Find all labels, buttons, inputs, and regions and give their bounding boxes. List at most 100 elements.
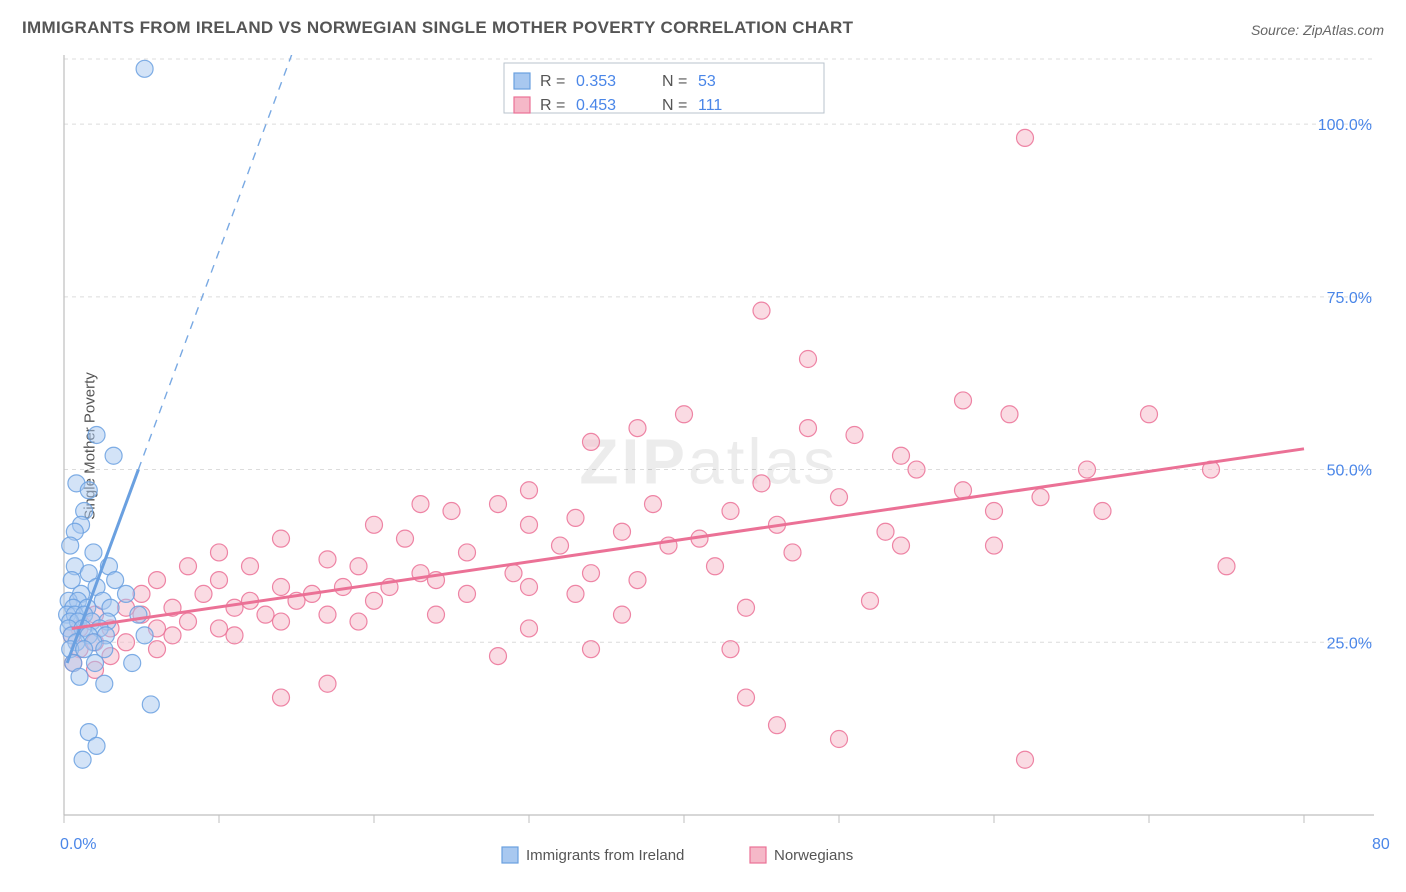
scatter-point [784, 544, 801, 561]
scatter-point [443, 503, 460, 520]
scatter-point [350, 558, 367, 575]
scatter-point [428, 606, 445, 623]
scatter-point [273, 579, 290, 596]
scatter-point [614, 523, 631, 540]
scatter-point [142, 696, 159, 713]
legend-swatch [502, 847, 518, 863]
scatter-point [88, 737, 105, 754]
scatter-point [552, 537, 569, 554]
scatter-point [211, 620, 228, 637]
svg-text:0.453: 0.453 [576, 97, 616, 114]
scatter-point [753, 302, 770, 319]
scatter-point [366, 516, 383, 533]
scatter-point [505, 565, 522, 582]
scatter-point [831, 731, 848, 748]
scatter-point [149, 572, 166, 589]
scatter-point [722, 503, 739, 520]
scatter-point [567, 509, 584, 526]
scatter-point [583, 641, 600, 658]
svg-text:100.0%: 100.0% [1318, 117, 1372, 134]
scatter-point [877, 523, 894, 540]
legend-label: Norwegians [774, 847, 853, 864]
scatter-point [846, 427, 863, 444]
scatter-point [211, 572, 228, 589]
svg-text:80.0%: 80.0% [1372, 836, 1390, 853]
scatter-point [118, 634, 135, 651]
scatter-point [908, 461, 925, 478]
scatter-point [180, 613, 197, 630]
scatter-point [521, 620, 538, 637]
scatter-point [1094, 503, 1111, 520]
scatter-point [738, 689, 755, 706]
scatter-point [71, 668, 88, 685]
scatter-point [80, 482, 97, 499]
scatter-point [136, 627, 153, 644]
scatter-point [676, 406, 693, 423]
scatter-point [397, 530, 414, 547]
scatter-point [1032, 489, 1049, 506]
legend-swatch [750, 847, 766, 863]
scatter-point [490, 648, 507, 665]
scatter-point [87, 655, 104, 672]
scatter-point [614, 606, 631, 623]
scatter-point [583, 565, 600, 582]
source-label: Source: ZipAtlas.com [1251, 22, 1384, 38]
scatter-point [350, 613, 367, 630]
scatter-point [149, 641, 166, 658]
scatter-point [118, 585, 135, 602]
scatter-point [1218, 558, 1235, 575]
scatter-point [74, 751, 91, 768]
scatter-point [567, 585, 584, 602]
scatter-point [105, 447, 122, 464]
svg-text:111: 111 [698, 97, 722, 114]
legend-label: Immigrants from Ireland [526, 847, 684, 864]
scatter-point [319, 606, 336, 623]
scatter-point [738, 599, 755, 616]
scatter-point [893, 447, 910, 464]
svg-text:25.0%: 25.0% [1327, 635, 1372, 652]
svg-text:75.0%: 75.0% [1327, 290, 1372, 307]
svg-text:50.0%: 50.0% [1327, 463, 1372, 480]
chart-container: ZIPatlas25.0%50.0%75.0%100.0%0.0%80.0%R … [52, 55, 1390, 845]
scatter-point [753, 475, 770, 492]
scatter-point [180, 558, 197, 575]
scatter-point [412, 496, 429, 513]
scatter-point [521, 579, 538, 596]
svg-text:53: 53 [698, 73, 716, 90]
scatter-point [459, 544, 476, 561]
scatter-point [85, 544, 102, 561]
scatter-point [955, 392, 972, 409]
scatter-point [986, 537, 1003, 554]
scatter-point [273, 689, 290, 706]
scatter-point [96, 675, 113, 692]
scatter-point [319, 675, 336, 692]
scatter-point [164, 627, 181, 644]
scatter-point [1017, 129, 1034, 146]
scatter-point [1017, 751, 1034, 768]
scatter-point [831, 489, 848, 506]
page-title: IMMIGRANTS FROM IRELAND VS NORWEGIAN SIN… [22, 18, 853, 38]
scatter-point [226, 627, 243, 644]
scatter-point [226, 599, 243, 616]
scatter-point [893, 537, 910, 554]
scatter-point [124, 655, 141, 672]
scatter-point [257, 606, 274, 623]
scatter-point [319, 551, 336, 568]
svg-text:0.353: 0.353 [576, 73, 616, 90]
scatter-point [211, 544, 228, 561]
scatter-point [490, 496, 507, 513]
scatter-point [800, 420, 817, 437]
scatter-point [1001, 406, 1018, 423]
scatter-point [521, 482, 538, 499]
scatter-point [273, 530, 290, 547]
scatter-point [62, 537, 79, 554]
scatter-point [242, 558, 259, 575]
scatter-point [107, 572, 124, 589]
svg-text:ZIPatlas: ZIPatlas [579, 425, 838, 497]
svg-text:N =: N = [662, 97, 687, 114]
scatter-point [769, 717, 786, 734]
scatter-point [629, 572, 646, 589]
svg-text:R =: R = [540, 73, 565, 90]
scatter-point [366, 592, 383, 609]
scatter-point [862, 592, 879, 609]
